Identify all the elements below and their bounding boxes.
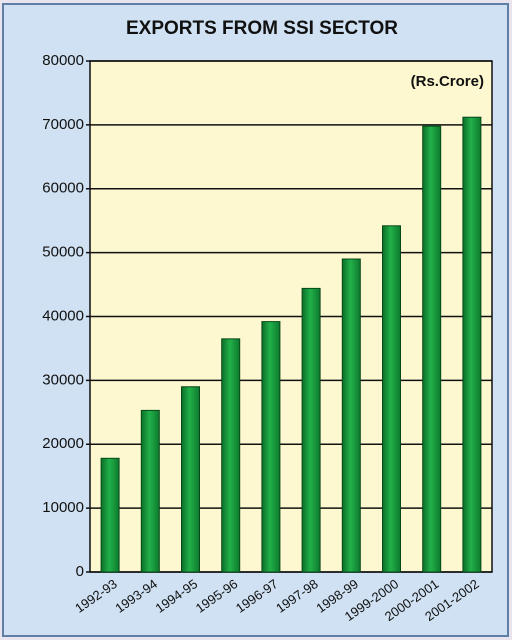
y-tick-label: 30000 xyxy=(42,371,84,388)
bar xyxy=(301,287,321,573)
bar xyxy=(100,457,120,573)
y-tick-label: 20000 xyxy=(42,435,84,452)
bar xyxy=(462,116,482,573)
bar xyxy=(221,338,241,573)
y-tick-label: 80000 xyxy=(42,52,84,69)
bar xyxy=(422,125,442,573)
y-tick-label: 40000 xyxy=(42,307,84,324)
y-tick-label: 0 xyxy=(76,563,84,580)
bar xyxy=(261,321,281,573)
unit-label: (Rs.Crore) xyxy=(411,73,484,90)
y-tick-label: 50000 xyxy=(42,244,84,261)
chart-title: EXPORTS FROM SSI SECTOR xyxy=(126,18,398,39)
bar xyxy=(382,225,401,573)
y-tick-label: 60000 xyxy=(42,180,84,197)
y-tick-label: 70000 xyxy=(42,116,84,133)
y-tick-label: 10000 xyxy=(42,499,84,516)
bar xyxy=(181,386,200,573)
bar xyxy=(341,258,361,573)
bar xyxy=(140,409,160,573)
